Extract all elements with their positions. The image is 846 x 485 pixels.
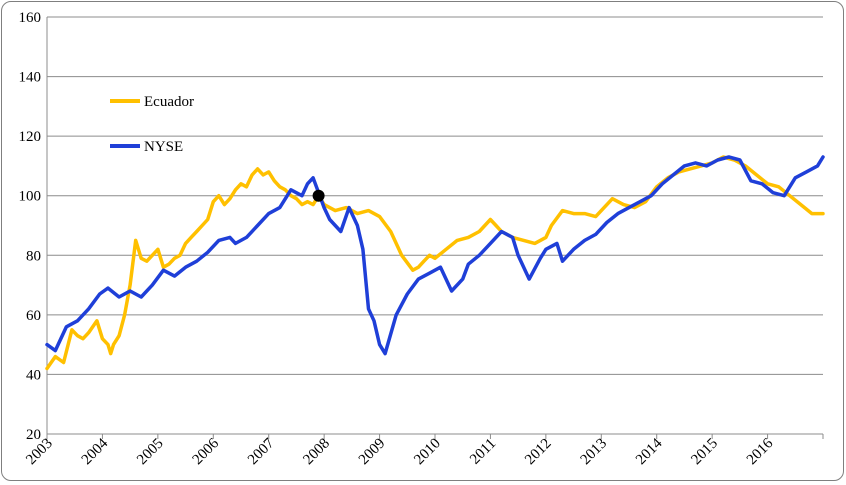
x-tick-label: 2016 <box>744 435 777 468</box>
y-tick-label: 120 <box>19 129 42 145</box>
series-line-nyse <box>45 155 825 356</box>
x-tick-label: 2009 <box>356 436 389 469</box>
x-tick-label: 2005 <box>134 436 167 469</box>
x-tick-label: 2011 <box>467 436 499 468</box>
x-tick-label: 2004 <box>79 435 112 468</box>
legend-label-ecuador: Ecuador <box>144 94 194 110</box>
x-tick-label: 2014 <box>633 435 666 468</box>
crossover-marker <box>312 189 325 202</box>
y-tick-label: 140 <box>19 70 42 86</box>
x-tick-label: 2008 <box>300 436 333 469</box>
x-tick-label: 2006 <box>190 435 223 468</box>
x-tick-label: 2015 <box>688 436 721 469</box>
y-tick-label: 160 <box>19 10 42 26</box>
x-tick-label: 2013 <box>578 436 611 469</box>
y-tick-label: 80 <box>26 248 41 264</box>
x-tick-label: 2010 <box>411 436 444 469</box>
series-line-ecuador <box>45 155 825 371</box>
y-tick-label: 100 <box>19 189 42 205</box>
x-tick-label: 2007 <box>245 435 278 468</box>
y-tick-label: 60 <box>26 308 41 324</box>
x-tick-label: 2012 <box>522 436 555 469</box>
legend-label-nyse: NYSE <box>144 139 183 155</box>
y-tick-label: 40 <box>26 367 41 383</box>
y-tick-label: 20 <box>26 427 41 443</box>
